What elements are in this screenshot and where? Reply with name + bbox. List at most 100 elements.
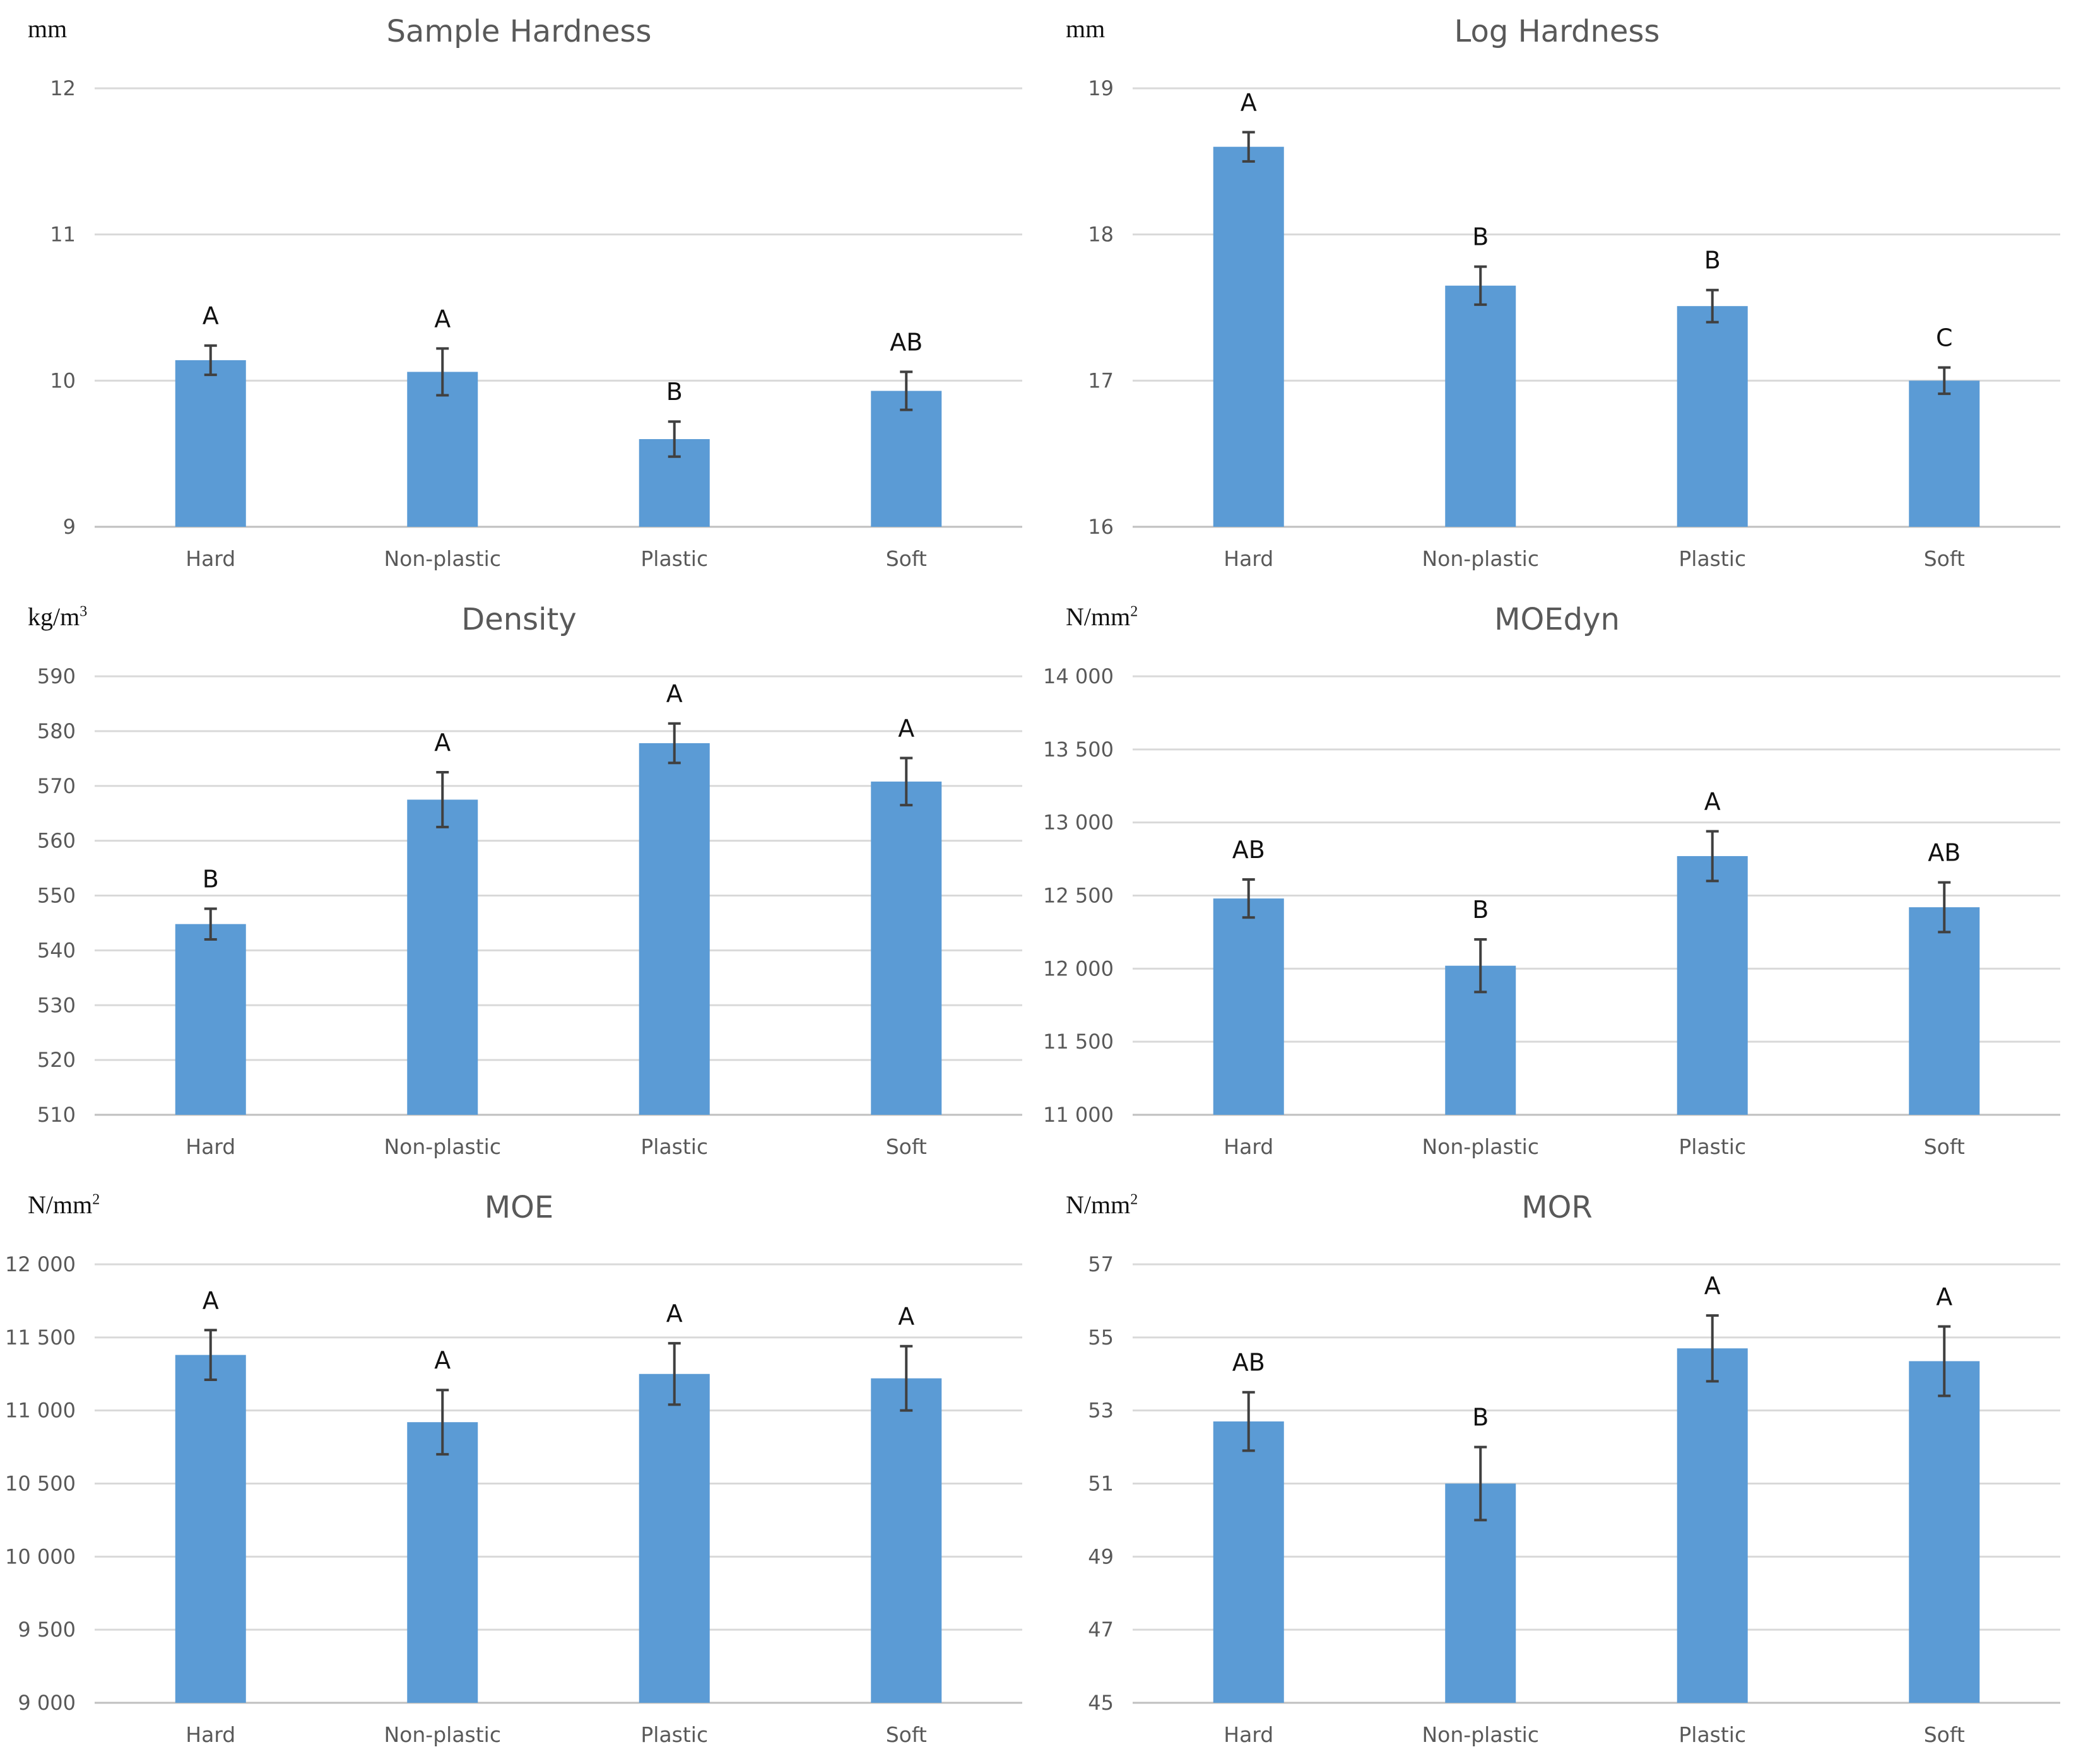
x-tick-label: Non-plastic	[384, 1722, 501, 1747]
x-tick-label: Non-plastic	[1422, 1722, 1539, 1747]
significance-label: C	[1936, 324, 1953, 351]
y-tick-label: 18	[1088, 223, 1114, 247]
error-bar	[1938, 366, 1951, 396]
bar	[175, 924, 246, 1115]
y-unit-label: N/mm2	[28, 1191, 100, 1219]
error-bar	[1706, 288, 1719, 324]
error-bar	[1242, 1391, 1255, 1452]
x-tick-label: Soft	[1924, 546, 1965, 571]
y-tick-label: 12 000	[1043, 956, 1114, 980]
error-bar	[1706, 830, 1719, 883]
chart-title: Density	[461, 602, 577, 637]
chart-title: Sample Hardness	[386, 14, 652, 49]
chart-moe: N/mm2 MOE 9 000 9 500 10 000 10 500 11 000 11…	[0, 1176, 1038, 1764]
x-tick-label: Hard	[1224, 546, 1273, 571]
y-tick-label: 10 000	[5, 1544, 76, 1568]
significance-label: B	[203, 865, 219, 893]
y-tick-label: 13 000	[1043, 811, 1114, 835]
y-tick-label: 49	[1088, 1544, 1114, 1568]
bar	[1677, 856, 1748, 1115]
error-bar	[1938, 881, 1951, 934]
bar	[871, 1378, 942, 1703]
x-tick-label: Plastic	[640, 546, 708, 571]
x-tick-label: Plastic	[1678, 1722, 1746, 1747]
y-unit-label: kg/m3	[28, 603, 88, 631]
significance-label: B	[666, 378, 683, 406]
chart-title: MOR	[1521, 1190, 1593, 1225]
error-bar	[900, 370, 913, 411]
y-tick-label: 11 500	[5, 1326, 76, 1349]
bar	[639, 1373, 710, 1703]
significance-label: A	[666, 680, 683, 708]
error-bar	[1242, 878, 1255, 919]
y-tick-label: 12	[50, 76, 76, 100]
y-tick-label: 57	[1088, 1252, 1114, 1276]
bar	[1677, 1348, 1748, 1703]
error-bar	[204, 344, 217, 377]
y-tick-label: 10	[50, 368, 76, 392]
x-tick-label: Soft	[1924, 1722, 1965, 1747]
error-bar	[1706, 1314, 1719, 1383]
chart-density: kg/m3 Density 510 520 530 540 550 560 570 580 59…	[0, 588, 1038, 1176]
significance-label: A	[898, 714, 914, 742]
y-tick-label: 560	[37, 829, 76, 853]
error-bar	[668, 420, 681, 458]
x-tick-label: Soft	[886, 1722, 927, 1747]
y-tick-label: 12 000	[5, 1252, 76, 1276]
error-bar	[1474, 1445, 1487, 1522]
significance-label: A	[203, 1286, 219, 1314]
significance-label: A	[666, 1300, 683, 1327]
y-tick-label: 530	[37, 993, 76, 1017]
bar	[871, 391, 942, 527]
significance-label: A	[1704, 788, 1721, 816]
bar	[407, 372, 478, 527]
error-bar	[1242, 131, 1255, 163]
bar	[1213, 146, 1284, 527]
plot-area: 9 10 11 12 A Hard A Non-plastic B Plastic AB Soft	[50, 76, 1022, 571]
x-tick-label: Hard	[1224, 1134, 1273, 1159]
plot-area: 9 000 9 500 10 000 10 500 11 000 11 500 12 000…	[5, 1252, 1022, 1747]
y-tick-label: 10 500	[5, 1472, 76, 1496]
x-tick-label: Plastic	[640, 1722, 708, 1747]
y-tick-label: 550	[37, 884, 76, 908]
significance-label: A	[1936, 1283, 1952, 1310]
bar	[175, 360, 246, 527]
bar	[175, 1355, 246, 1703]
y-tick-label: 47	[1088, 1618, 1114, 1642]
significance-label: B	[1704, 247, 1721, 274]
significance-label: B	[1472, 223, 1489, 251]
y-tick-label: 17	[1088, 368, 1114, 392]
chart-sample-hardness: mm Sample Hardness 9 10 11 12 A Hard A Non-plas…	[0, 0, 1038, 588]
significance-label: A	[434, 729, 451, 756]
error-bar	[668, 1342, 681, 1406]
x-tick-label: Soft	[886, 1134, 927, 1159]
chart-title: MOE	[484, 1190, 554, 1225]
error-bar	[436, 347, 449, 397]
bar	[407, 1422, 478, 1703]
y-tick-label: 11	[50, 223, 76, 247]
plot-area: 16 17 18 19 A Hard B Non-plastic B Plastic C Soft	[1088, 76, 2060, 571]
y-tick-label: 520	[37, 1048, 76, 1072]
bar	[1909, 380, 1980, 527]
x-tick-label: Plastic	[1678, 546, 1746, 571]
y-unit-label: mm	[1066, 15, 1106, 43]
y-tick-label: 11 000	[5, 1399, 76, 1423]
y-tick-label: 590	[37, 664, 76, 688]
x-tick-label: Hard	[186, 546, 235, 571]
bar	[1445, 285, 1516, 527]
significance-label: A	[434, 305, 451, 332]
y-unit-label: mm	[28, 15, 68, 43]
significance-label: A	[1704, 1272, 1721, 1300]
y-tick-label: 45	[1088, 1691, 1114, 1715]
y-tick-label: 540	[37, 938, 76, 962]
y-tick-label: 51	[1088, 1472, 1114, 1496]
significance-label: B	[1472, 1404, 1489, 1432]
y-tick-label: 9 000	[18, 1691, 76, 1715]
error-bar	[1938, 1325, 1951, 1397]
error-bar	[204, 907, 217, 941]
chart-title: MOEdyn	[1494, 602, 1620, 637]
significance-label: AB	[890, 328, 923, 356]
chart-title: Log Hardness	[1454, 14, 1660, 49]
x-tick-label: Soft	[1924, 1134, 1965, 1159]
bar	[1213, 898, 1284, 1115]
